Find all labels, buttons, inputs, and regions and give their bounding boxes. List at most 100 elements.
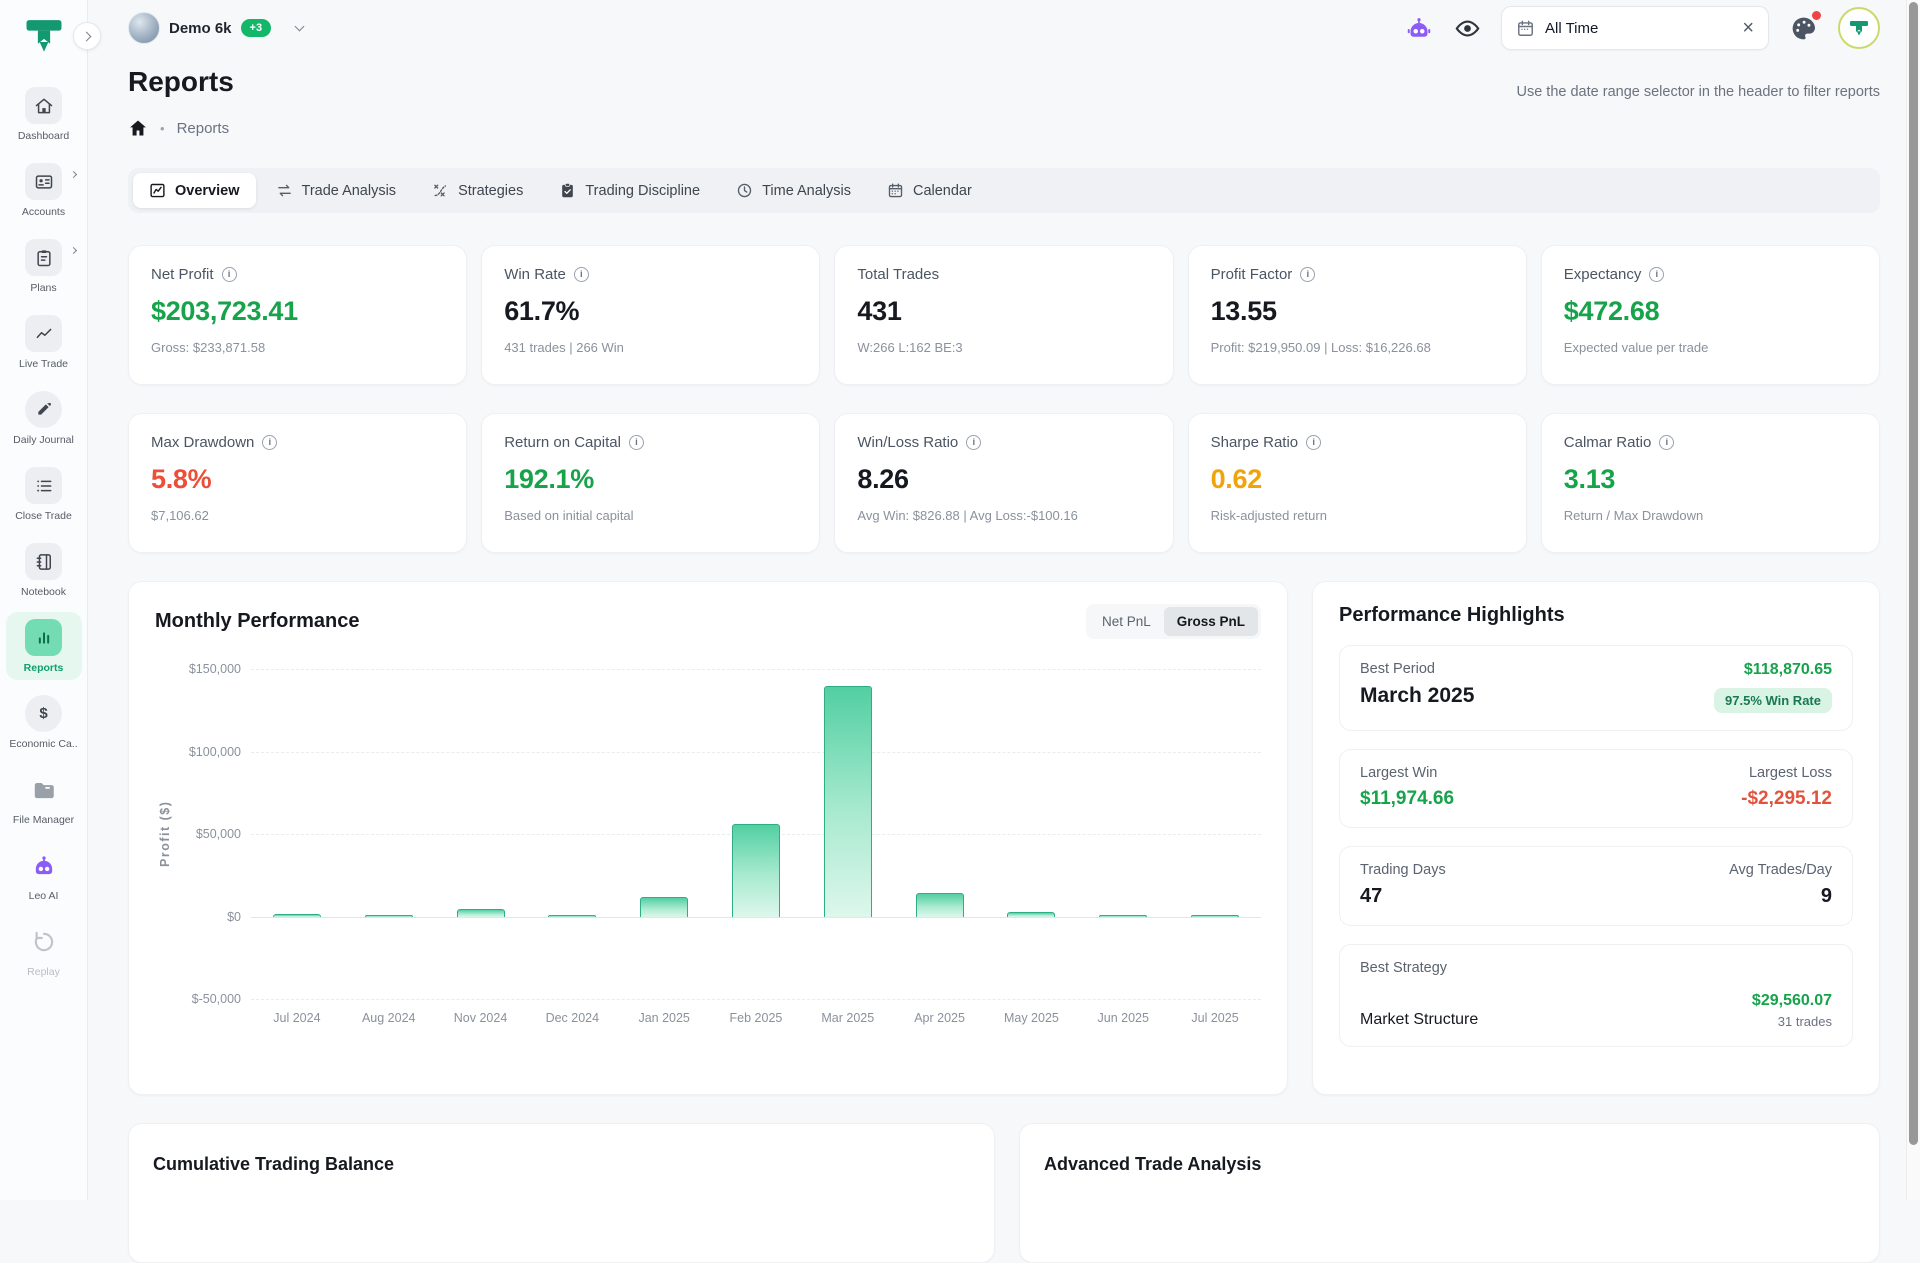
x-axis-tick: Jan 2025	[638, 1011, 690, 1025]
sidebar-item-plans[interactable]: Plans	[6, 232, 82, 300]
stat-label: Win Rate	[504, 266, 566, 283]
info-icon[interactable]	[1300, 267, 1316, 282]
page-content: Reports Use the date range selector in t…	[88, 50, 1906, 1263]
replay-icon	[25, 923, 62, 960]
sidebar-item-economic-calendar[interactable]: Economic Ca..	[6, 688, 82, 756]
bar-aug-2024[interactable]	[364, 914, 413, 917]
bar-jul-2025[interactable]	[1191, 914, 1240, 917]
bar-apr-2025[interactable]	[915, 893, 964, 917]
stat-label: Return on Capital	[504, 434, 621, 451]
y-axis-tick: $50,000	[195, 827, 241, 841]
bar-dec-2024[interactable]	[548, 914, 597, 917]
bar-slot	[1169, 669, 1261, 999]
account-avatar	[128, 12, 160, 44]
stat-subtext: Expected value per trade	[1563, 340, 1709, 355]
sidebar-item-file-manager[interactable]: File Manager	[6, 764, 82, 832]
x-axis-tick: Jun 2025	[1097, 1011, 1149, 1025]
plans-icon	[25, 239, 62, 276]
stat-card-net-profit: Net Profit $203,723.41 Gross: $233,871.58	[128, 245, 468, 385]
sidebar-item-label: Dashboard	[17, 130, 70, 142]
bar-feb-2025[interactable]	[731, 824, 780, 917]
theme-palette-button[interactable]	[1789, 9, 1822, 43]
monthly-performance-title: Monthly Performance	[155, 610, 360, 632]
gridline	[251, 669, 1261, 670]
chart-xlabels: Jul 2024 Aug 2024 Nov 2024 Dec 2024 Jan 2025…	[251, 1011, 1261, 1025]
tab-time-analysis[interactable]: Time Analysis	[720, 173, 867, 208]
app-logo[interactable]	[23, 14, 65, 56]
sidebar-item-leo-ai[interactable]: Leo AI	[6, 840, 82, 908]
net-pnl-toggle-option[interactable]: Net PnL	[1101, 614, 1151, 629]
account-count-badge: +3	[240, 19, 272, 37]
chart-bars	[251, 669, 1261, 999]
info-icon[interactable]	[1659, 435, 1675, 450]
sidebar-item-live-trade[interactable]: Live Trade	[6, 308, 82, 376]
info-icon[interactable]	[1649, 267, 1665, 282]
sidebar-item-dashboard[interactable]: Dashboard	[6, 80, 82, 148]
main-area: Demo 6k +3	[88, 0, 1906, 1263]
sidebar: Dashboard Accounts Plans	[0, 0, 101, 1200]
stat-value: 0.62	[1210, 464, 1263, 494]
sidebar-item-replay[interactable]: Replay	[6, 916, 82, 984]
info-icon[interactable]	[221, 267, 237, 282]
date-range-selector[interactable]: All Time	[1501, 6, 1769, 50]
bar-jul-2024[interactable]	[272, 914, 321, 917]
tab-calendar[interactable]: Calendar	[871, 173, 988, 208]
clipboard-check-icon	[562, 183, 574, 198]
bar-mar-2025[interactable]	[823, 685, 872, 917]
sidebar-item-notebook[interactable]: Notebook	[6, 536, 82, 604]
clear-date-filter-icon[interactable]	[1742, 18, 1754, 38]
bar-may-2025[interactable]	[1007, 912, 1056, 917]
visibility-eye-button[interactable]	[1454, 15, 1481, 42]
info-icon[interactable]	[573, 267, 589, 282]
tab-overview[interactable]: Overview	[133, 173, 256, 208]
bar-slot	[435, 669, 527, 999]
tab-trade-analysis[interactable]: Trade Analysis	[260, 173, 413, 208]
scrollbar-thumb[interactable]	[1909, 2, 1918, 1145]
sidebar-item-daily-journal[interactable]: Daily Journal	[6, 384, 82, 452]
stat-card-profit-factor: Profit Factor 13.55 Profit: $219,950.09 | …	[1187, 245, 1527, 385]
sidebar-item-accounts[interactable]: Accounts	[6, 156, 82, 224]
breadcrumb-separator: •	[160, 120, 165, 136]
overview-chart-icon	[150, 183, 165, 198]
gross-pnl-toggle-option[interactable]: Gross PnL	[1163, 607, 1258, 636]
tab-strategies[interactable]: Strategies	[416, 173, 539, 208]
monthly-performance-panel: Monthly Performance Net PnL Gross PnL Pr…	[128, 581, 1288, 1095]
stat-value: 61.7%	[504, 296, 580, 326]
bar-slot	[526, 669, 618, 999]
info-icon[interactable]	[262, 435, 278, 450]
bar-nov-2024[interactable]	[456, 909, 505, 917]
sidebar-item-close-trade[interactable]: Close Trade	[6, 460, 82, 528]
palette-icon	[1792, 17, 1816, 39]
stat-subtext: Return / Max Drawdown	[1563, 508, 1704, 523]
notebook-icon	[25, 543, 62, 580]
best-period-label: Best Period	[1360, 661, 1435, 677]
y-axis-tick: $0	[227, 909, 241, 924]
calendar-icon	[1518, 20, 1533, 36]
account-switcher[interactable]: Demo 6k +3	[128, 12, 305, 44]
leo-ai-robot-button[interactable]	[1404, 13, 1434, 43]
sidebar-item-reports[interactable]: Reports	[5, 612, 82, 680]
info-icon[interactable]	[628, 435, 644, 450]
sidebar-collapse-button[interactable]	[73, 22, 101, 50]
sidebar-item-label: Plans	[30, 282, 57, 294]
stat-value: 13.55	[1210, 296, 1277, 326]
info-icon[interactable]	[1306, 435, 1322, 450]
sidebar-item-label: Live Trade	[18, 358, 69, 370]
info-icon[interactable]	[966, 435, 982, 450]
stat-value: 5.8%	[151, 464, 212, 494]
bar-jan-2025[interactable]	[640, 896, 689, 917]
bar-jun-2025[interactable]	[1099, 914, 1148, 917]
stat-value: 3.13	[1563, 464, 1616, 494]
tab-trading-discipline[interactable]: Trading Discipline	[543, 173, 716, 208]
page-title: Reports	[128, 66, 234, 97]
x-axis-tick: Aug 2024	[361, 1011, 416, 1025]
best-period-value: March 2025	[1360, 684, 1475, 707]
home-icon[interactable]	[128, 118, 148, 138]
chevron-right-icon	[69, 170, 77, 179]
sidebar-item-label: File Manager	[12, 814, 75, 826]
bar-slot	[802, 669, 894, 999]
sidebar-item-label: Reports	[23, 662, 64, 674]
user-avatar[interactable]	[1838, 7, 1880, 49]
date-filter-helper-text: Use the date range selector in the heade…	[1516, 84, 1880, 100]
best-strategy-amount: $29,560.07	[1751, 992, 1832, 1009]
